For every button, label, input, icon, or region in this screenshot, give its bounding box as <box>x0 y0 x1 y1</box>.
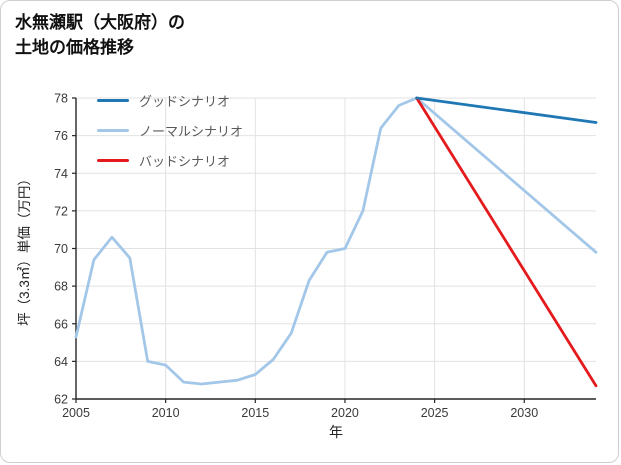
chart-title-line2: 土地の価格推移 <box>15 37 134 57</box>
legend-item: ノーマルシナリオ <box>97 121 243 140</box>
y-tick-label: 66 <box>54 317 68 331</box>
y-tick-label: 76 <box>54 129 68 143</box>
legend-line-swatch <box>97 99 129 102</box>
y-tick-label: 74 <box>54 167 68 181</box>
legend-item: バッドシナリオ <box>97 151 243 170</box>
y-tick-label: 64 <box>54 355 68 369</box>
y-tick-label: 70 <box>54 242 68 256</box>
legend-line-swatch <box>97 129 129 132</box>
legend-label: バッドシナリオ <box>139 154 231 169</box>
series-line-bad <box>415 96 598 388</box>
legend-item: グッドシナリオ <box>97 91 243 110</box>
legend-line-swatch <box>97 159 129 162</box>
chart-title: 水無瀬駅（大阪府）の 土地の価格推移 <box>15 11 185 60</box>
x-tick-label: 2025 <box>421 406 449 420</box>
series-line-normal <box>74 96 598 386</box>
legend: グッドシナリオ ノーマルシナリオ バッドシナリオ <box>97 91 243 170</box>
y-tick-label: 78 <box>54 92 68 106</box>
legend-label: ノーマルシナリオ <box>139 124 244 139</box>
y-axis-label: 坪（3.3㎡）単価（万円） <box>17 172 32 326</box>
y-tick-label: 68 <box>54 280 68 294</box>
x-tick-label: 2005 <box>62 406 90 420</box>
x-tick-label: 2015 <box>241 406 269 420</box>
x-tick-label: 2010 <box>152 406 180 420</box>
chart-title-line1: 水無瀬駅（大阪府）の <box>15 13 185 32</box>
y-tick-label: 62 <box>54 393 68 407</box>
x-axis-label: 年 <box>329 424 343 440</box>
x-tick-label: 2020 <box>331 406 359 420</box>
tick-marks: 2005 2010 2015 2020 2025 2030 62 64 66 68 70 72 74 76… <box>54 92 538 421</box>
x-tick-label: 2030 <box>510 406 538 420</box>
legend-label: グッドシナリオ <box>139 94 231 109</box>
series-line-good <box>415 96 598 124</box>
y-tick-label: 72 <box>54 204 68 218</box>
